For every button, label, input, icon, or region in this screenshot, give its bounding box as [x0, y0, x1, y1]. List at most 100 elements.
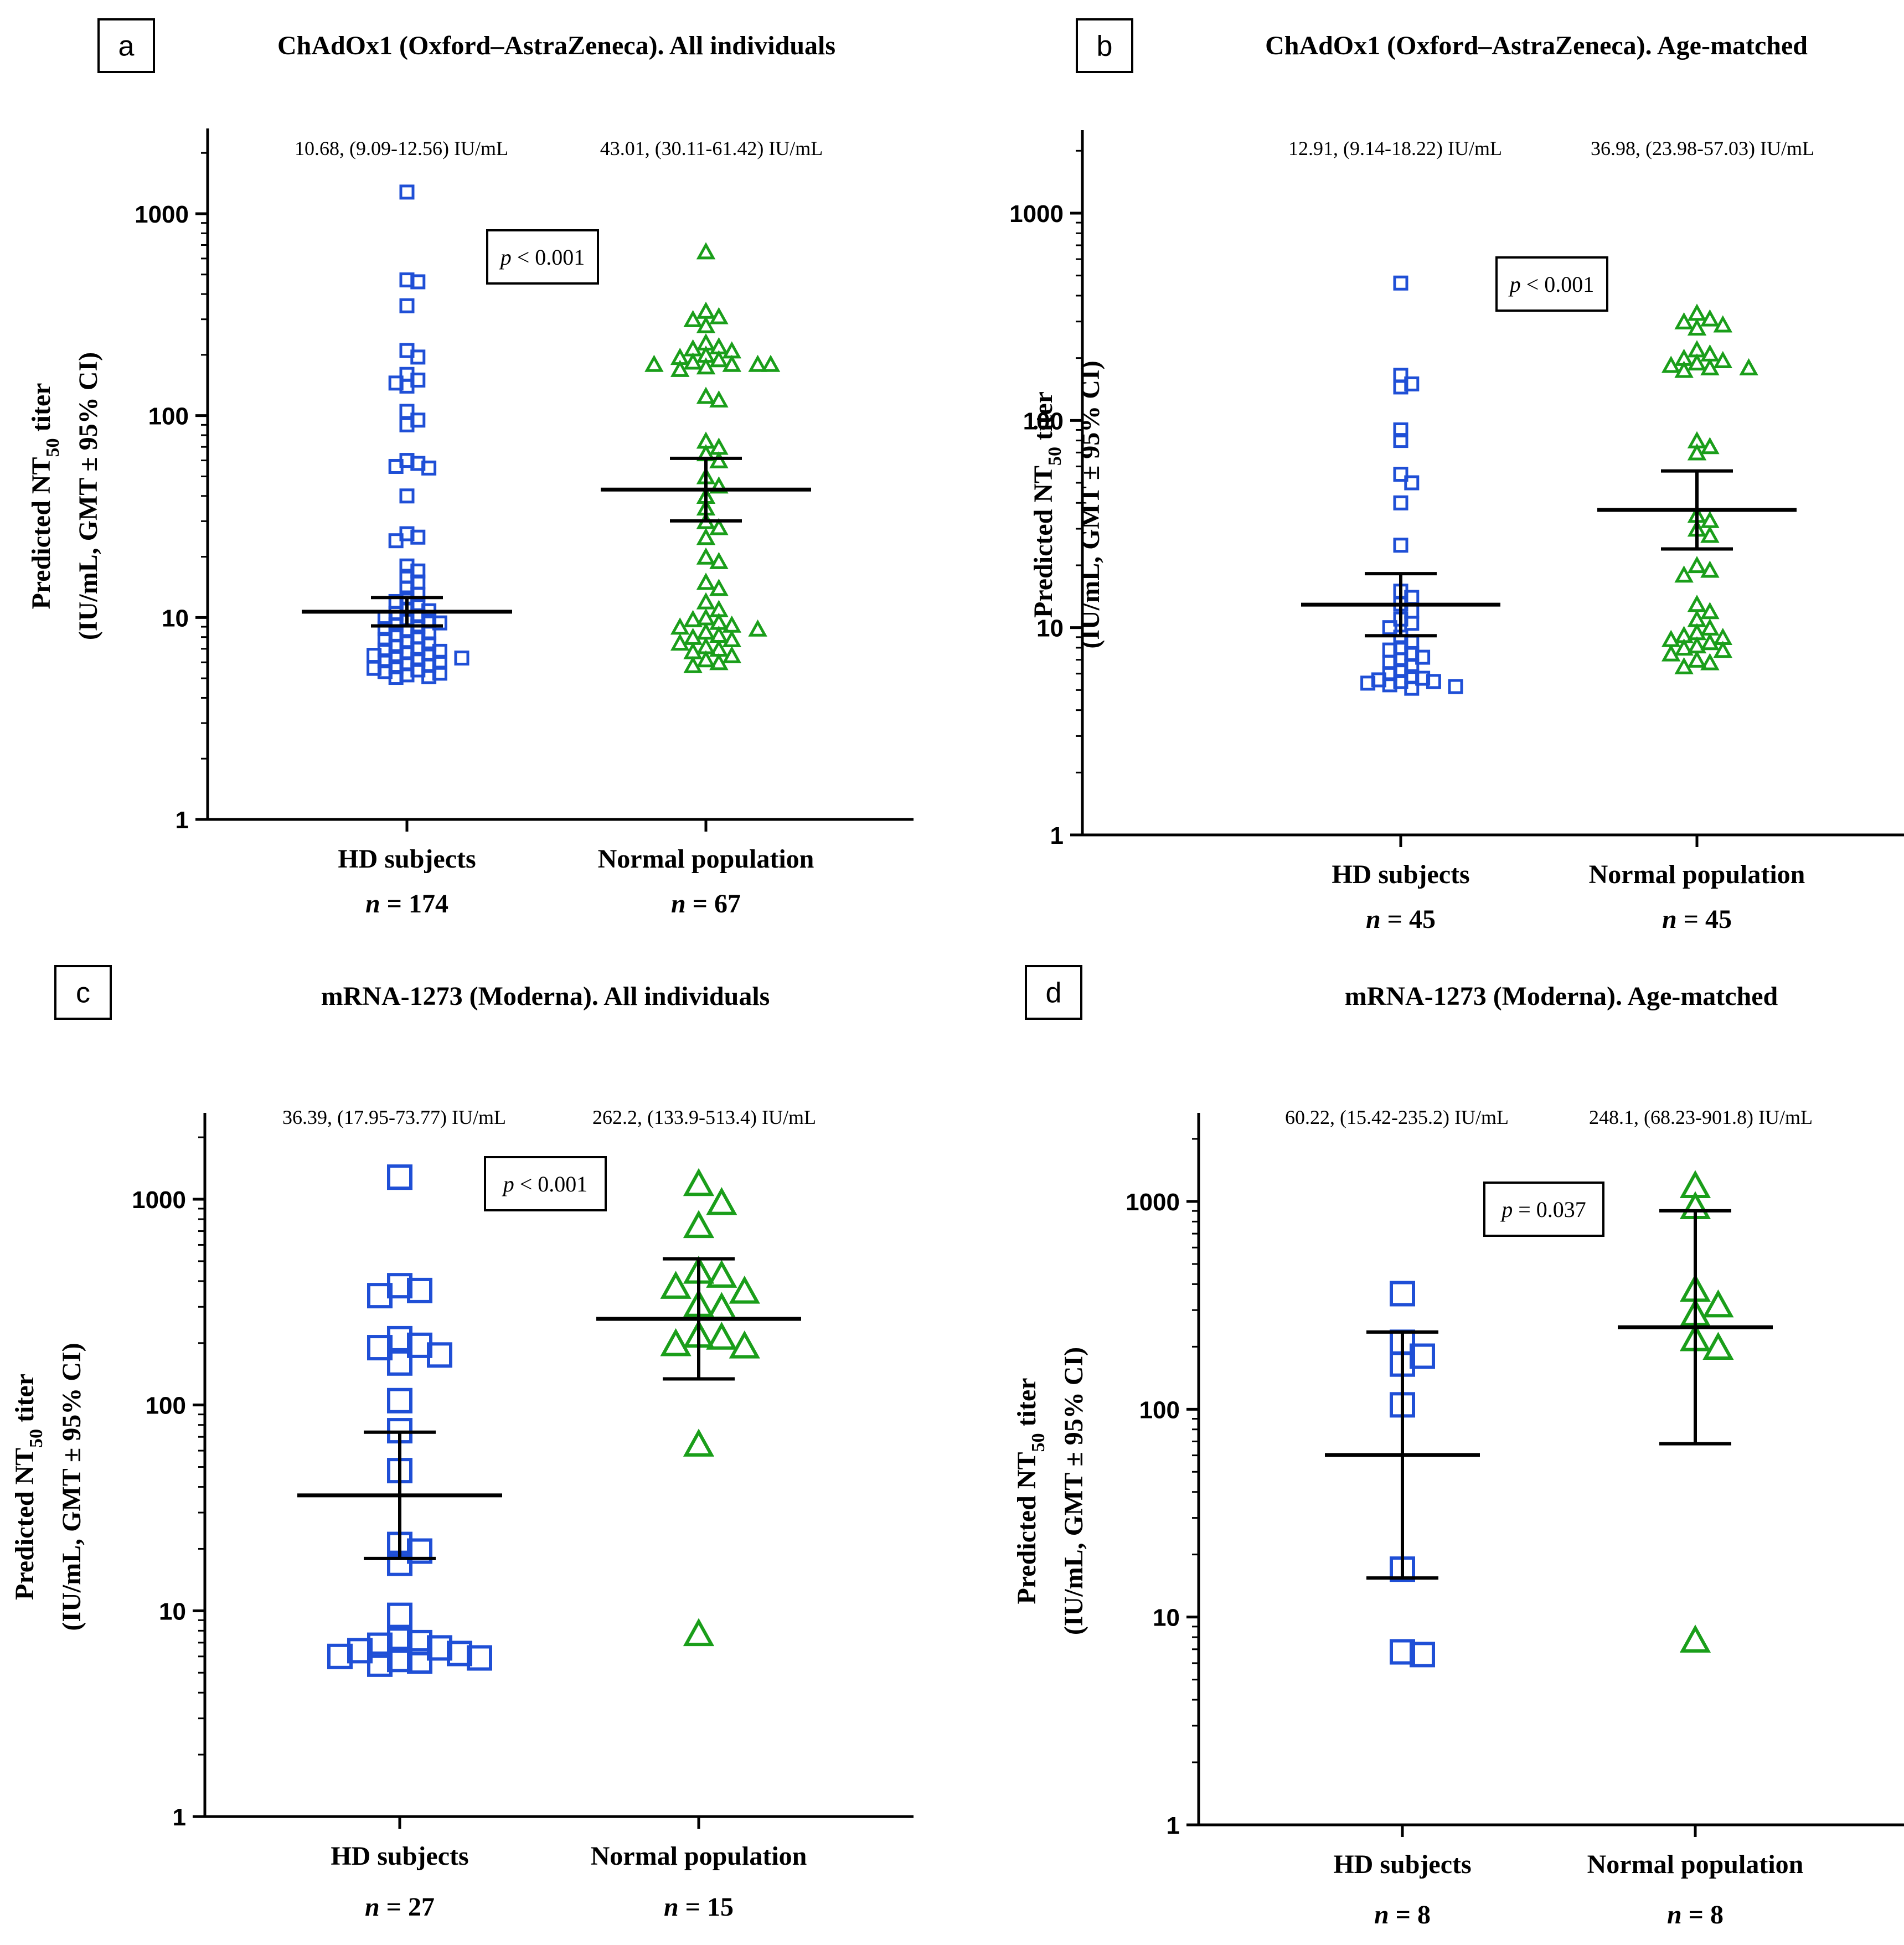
y-label-suffix: titer: [1029, 391, 1058, 447]
n-label: n = 8: [1374, 1900, 1431, 1929]
n-label: n = 45: [1366, 905, 1436, 934]
y-label-sub: 50: [43, 438, 63, 457]
data-point-normal: [1674, 565, 1694, 583]
data-point-normal: [1687, 318, 1707, 336]
data-point-normal: [709, 451, 729, 468]
n-prefix: n: [671, 889, 686, 919]
data-point-normal: [670, 617, 690, 635]
x-category-label: Normal population: [598, 844, 814, 874]
data-point-normal: [1700, 309, 1720, 327]
data-point-normal: [683, 352, 703, 370]
data-point-hd: [1382, 677, 1397, 693]
n-value: 15: [707, 1892, 734, 1922]
n-label: n = 27: [365, 1892, 435, 1922]
n-value: 8: [1710, 1900, 1724, 1929]
y-axis-label-line1: Predicted NT50 titer: [27, 383, 63, 610]
n-label: n = 45: [1662, 905, 1732, 934]
data-point-normal: [1700, 633, 1720, 651]
x-category-label: Normal population: [1589, 860, 1805, 889]
p-value-text: p = 0.037: [1500, 1197, 1586, 1222]
data-point-normal: [709, 653, 729, 670]
data-point-normal: [729, 1330, 760, 1359]
n-equals: =: [380, 1892, 408, 1922]
data-point-hd: [447, 1640, 472, 1667]
n-label: n = 174: [365, 889, 448, 919]
data-point-normal: [706, 1187, 737, 1215]
data-point-hd: [421, 669, 437, 684]
data-point-normal: [683, 309, 703, 327]
data-point-hd: [327, 1643, 353, 1669]
panel-c: c mRNA-1273 (Moderna). All individuals 1 10…: [10, 965, 914, 1922]
p-value: = 0.037: [1513, 1197, 1586, 1222]
n-value: 174: [409, 889, 448, 919]
y-label-suffix: titer: [10, 1374, 39, 1429]
y-label-prefix: Predicted NT: [1029, 466, 1058, 618]
data-point-hd: [1448, 679, 1463, 694]
p-label: p: [1500, 1197, 1513, 1222]
n-value: 45: [1409, 905, 1436, 934]
n-label: n = 15: [664, 1892, 734, 1922]
y-tick-label: 100: [146, 1392, 186, 1420]
data-point-normal: [1661, 630, 1681, 647]
y-tick-label: 10: [159, 1598, 186, 1625]
y-tick-label: 1: [1050, 822, 1064, 849]
n-equals: =: [1677, 905, 1705, 934]
data-point-normal: [761, 354, 781, 372]
x-category-label: Normal population: [591, 1841, 807, 1871]
data-point-normal: [709, 307, 729, 324]
data-point-normal: [709, 579, 729, 596]
data-point-hd: [387, 1164, 412, 1190]
data-point-normal: [1687, 443, 1707, 461]
data-point-hd: [1410, 1343, 1435, 1369]
p-value: < 0.001: [1521, 272, 1595, 297]
data-point-normal: [1700, 560, 1720, 578]
data-point-normal: [696, 528, 716, 545]
data-point-hd: [387, 1325, 412, 1351]
y-tick-label: 1: [1167, 1812, 1180, 1839]
data-point-hd: [387, 1387, 412, 1413]
y-label-prefix: Predicted NT: [10, 1448, 39, 1600]
panel-letter: a: [118, 30, 135, 63]
y-tick-label: 100: [1139, 1396, 1180, 1423]
data-point-normal: [683, 1428, 715, 1457]
data-point-hd: [454, 651, 469, 666]
data-point-normal: [706, 1322, 737, 1350]
data-point-hd: [427, 1635, 452, 1661]
data-point-hd: [1393, 379, 1408, 395]
data-point-normal: [1687, 595, 1707, 612]
data-point-normal: [683, 1168, 715, 1196]
data-point-hd: [388, 458, 404, 474]
data-point-hd: [1393, 275, 1408, 291]
p-value-text: p < 0.001: [502, 1172, 588, 1196]
data-point-normal: [748, 354, 767, 372]
y-label-prefix: Predicted NT: [27, 457, 56, 609]
data-point-normal: [1700, 618, 1720, 636]
data-point-normal: [1700, 602, 1720, 620]
p-label: p: [1508, 272, 1521, 297]
data-point-hd: [1360, 675, 1376, 691]
data-point-normal: [1679, 1624, 1711, 1653]
data-point-normal: [1661, 644, 1681, 662]
data-point-hd: [1426, 674, 1441, 689]
p-value-box: [1495, 256, 1608, 312]
data-point-normal: [696, 242, 716, 260]
gmt-summary: 36.39, (17.95-73.77) IU/mL: [282, 1106, 506, 1128]
data-point-hd: [399, 378, 415, 394]
data-point-normal: [729, 1276, 760, 1304]
data-point-hd: [1410, 1642, 1435, 1668]
panel-a: a ChAdOx1 (Oxford–AstraZeneca). All indiv…: [27, 18, 914, 919]
data-point-hd: [427, 1342, 452, 1368]
n-value: 67: [714, 889, 741, 919]
data-point-hd: [399, 184, 415, 200]
panel-letter: c: [76, 977, 90, 1009]
data-point-hd: [387, 1602, 412, 1628]
n-prefix: n: [1667, 1900, 1682, 1929]
gmt-summary: 262.2, (133.9-513.4) IU/mL: [592, 1106, 816, 1128]
data-point-normal: [683, 1210, 715, 1239]
data-point-normal: [1713, 315, 1733, 333]
data-point-hd: [1390, 1639, 1415, 1665]
data-point-hd: [387, 1627, 412, 1653]
data-point-hd: [1404, 680, 1420, 696]
data-point-hd: [407, 1629, 432, 1655]
